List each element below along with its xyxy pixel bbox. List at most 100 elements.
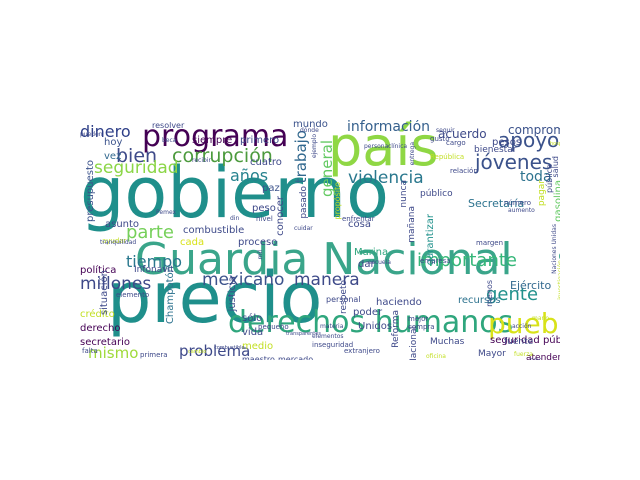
cloud-word: entrega [409, 142, 416, 166]
cloud-word: empresa [420, 257, 451, 265]
cloud-word: Nacional [409, 326, 419, 360]
cloud-word: seguir [436, 127, 455, 134]
cloud-word: vez [104, 151, 122, 162]
cloud-word: materia [320, 323, 344, 330]
cloud-word: tranquilidad [100, 239, 137, 246]
cloud-word: seguridad pública [490, 335, 560, 346]
cloud-word: trabajo [292, 130, 310, 184]
cloud-word: mañana [407, 206, 417, 243]
cloud-word: fuerza [514, 351, 533, 358]
cloud-word: derechos humanos [228, 305, 514, 340]
cloud-word: resolver [152, 121, 185, 130]
cloud-word: acuerdo [438, 127, 487, 141]
cloud-word: República [430, 153, 465, 161]
cloud-word: Guardia Nacional [135, 234, 513, 285]
cloud-word: falta [82, 347, 98, 355]
cloud-word: dónde [300, 127, 319, 134]
cloud-word: público [420, 189, 453, 199]
cloud-word: elementos [312, 333, 344, 340]
cloud-word: secretario [80, 337, 130, 348]
cloud-word: vida [242, 327, 264, 338]
cloud-word: pequeño [258, 323, 289, 331]
cloud-word: Marina [354, 247, 389, 258]
cloud-word: dinero [80, 122, 131, 141]
cloud-word: recursos [458, 295, 501, 306]
cloud-word: dar [358, 259, 375, 270]
cloud-word: mismo [88, 344, 139, 361]
cloud-word: política [80, 265, 117, 276]
cloud-word: persona [364, 143, 389, 150]
cloud-word: recibir [192, 157, 211, 164]
cloud-word: cuidar [294, 225, 313, 232]
cloud-word: oficina [426, 353, 446, 360]
cloud-word: parte [126, 222, 174, 243]
cloud-word: extranjero [344, 347, 380, 355]
cloud-word: propósito [333, 182, 342, 220]
cloud-word: inseguridad [312, 341, 354, 349]
cloud-word: Ejército [510, 279, 552, 292]
cloud-word: compromiso [508, 123, 560, 137]
cloud-word: nivel [256, 215, 273, 223]
cloud-word: apoyo [498, 128, 560, 152]
cloud-word: tiempo [126, 252, 183, 271]
cloud-word: primero [240, 135, 280, 146]
cloud-word: gasolina [553, 180, 560, 222]
cloud-word: gusto [430, 135, 450, 143]
cloud-word: Unidos [358, 321, 393, 332]
cloud-word: Mayor [478, 349, 506, 359]
cloud-word: problema [179, 342, 251, 360]
cloud-word: mano [532, 315, 549, 322]
cloud-word: mejor [408, 315, 429, 323]
cloud-word: medio [242, 341, 274, 352]
cloud-word: mundo [293, 120, 328, 130]
cloud-word: hospital [550, 141, 560, 147]
cloud-word: ejemplo [311, 134, 318, 159]
cloud-word: Reforma [391, 310, 401, 348]
cloud-word: importante [417, 250, 518, 271]
cloud-word: cambio [188, 349, 207, 355]
cloud-word: seguridad [94, 158, 179, 178]
cloud-word: aumento [508, 207, 535, 214]
cloud-word: asunto [105, 219, 140, 230]
cloud-word: cada [180, 237, 205, 248]
cloud-word: pagar [537, 180, 547, 207]
cloud-word: presupuesto [85, 160, 96, 223]
cloud-word: toda [520, 169, 552, 185]
cloud-word: mercado [278, 355, 314, 361]
cloud-word: pesos [492, 137, 522, 148]
cloud-word: violencia [348, 168, 424, 188]
cloud-word: seis [530, 358, 542, 361]
cloud-word: compra [408, 323, 435, 331]
cloud-word: número [504, 199, 532, 207]
cloud-word: din [230, 215, 240, 222]
cloud-word: precio [107, 257, 323, 339]
cloud-word: atender [526, 353, 560, 361]
cloud-word: paz [262, 183, 280, 194]
cloud-word: programa [142, 120, 289, 154]
cloud-word: justicia [227, 276, 238, 312]
cloud-word: poder [353, 307, 383, 318]
cloud-word: cuatro [250, 157, 282, 168]
cloud-word: primera [140, 351, 168, 359]
cloud-word: sólo [242, 313, 263, 324]
cloud-word: margen [476, 239, 504, 247]
cloud-word: beca [162, 137, 177, 144]
cloud-word: ayudar [102, 237, 127, 245]
cloud-word: crédito [80, 309, 115, 320]
cloud-word: hoy [104, 137, 123, 148]
cloud-word: bien [116, 145, 158, 167]
cloud-word: gobierno [80, 152, 389, 234]
cloud-word: haciendo [376, 297, 422, 308]
cloud-word: manera [294, 270, 360, 290]
cloud-word: enfrentar [342, 215, 375, 223]
cloud-word: pueden [80, 131, 103, 138]
cloud-word: Muchas [430, 337, 465, 347]
cloud-word: pasado [299, 186, 309, 219]
cloud-word: mil [257, 250, 264, 260]
cloud-word: proceso [238, 237, 278, 248]
cloud-word: información [347, 120, 431, 135]
cloud-word: menos [485, 280, 494, 307]
cloud-word: siempre [192, 135, 233, 146]
cloud-word: maestro [242, 355, 275, 361]
cloud-word: combustible [214, 345, 245, 351]
